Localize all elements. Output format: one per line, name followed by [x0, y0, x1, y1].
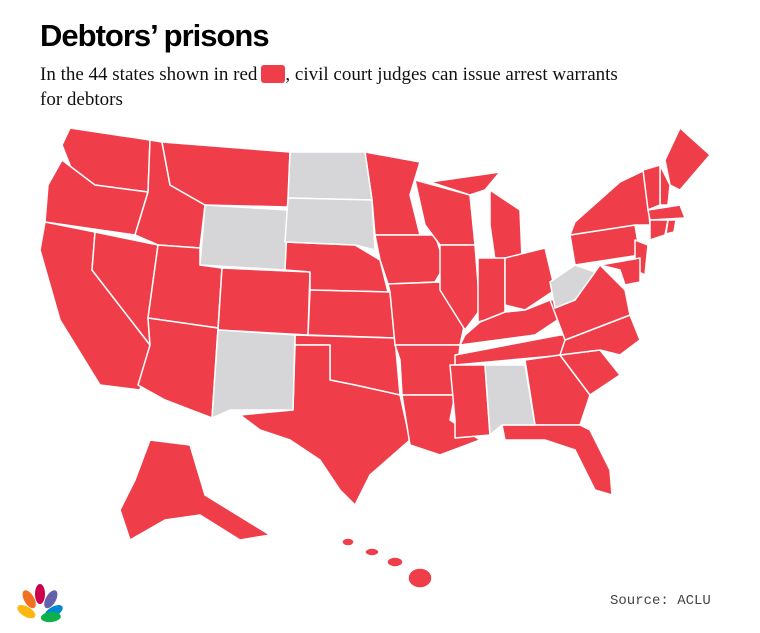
shape: [307, 289, 396, 339]
shape: [599, 257, 641, 286]
shape: [199, 204, 289, 271]
nbc-logo: [17, 584, 63, 623]
shape: [341, 537, 355, 547]
shape: [477, 257, 506, 323]
shape: [439, 244, 481, 331]
shape: [287, 151, 373, 201]
shape: [647, 204, 686, 221]
subtitle-text: In the 44 states shown in red: [40, 64, 258, 85]
shape: [374, 234, 446, 285]
shape: [161, 141, 291, 208]
shape: [44, 590, 58, 609]
shape: [642, 164, 661, 211]
shape: [35, 584, 45, 604]
shape: [569, 169, 651, 236]
shape: [549, 264, 596, 309]
shape: [449, 364, 491, 439]
gray-states: [199, 151, 596, 436]
shape: [22, 590, 36, 609]
shape: [211, 329, 296, 419]
shape: [484, 364, 536, 436]
shape: [284, 197, 376, 251]
shape: [137, 317, 219, 419]
shape: [386, 556, 404, 568]
shape: [504, 247, 556, 311]
shape: [489, 189, 523, 261]
source: Source: ACLU: [610, 593, 711, 609]
shape: [429, 171, 501, 196]
shape: [239, 344, 411, 506]
red-states: [39, 127, 711, 589]
shape: [407, 567, 433, 589]
shape: [17, 605, 36, 619]
shape: [649, 219, 669, 241]
shape: [119, 439, 271, 541]
shape: [40, 612, 61, 623]
shape: [664, 127, 711, 191]
subtitle: In the 44 states shown in red, civil cou…: [40, 62, 640, 112]
shape: [217, 267, 311, 336]
shape: [364, 547, 380, 557]
legend-swatch: [261, 65, 286, 83]
subtitle-text: , civil court judges can issue arrest wa…: [40, 64, 618, 110]
shape: [665, 219, 677, 235]
shape: [501, 424, 613, 496]
title: Debtors’ prisons: [40, 18, 270, 53]
